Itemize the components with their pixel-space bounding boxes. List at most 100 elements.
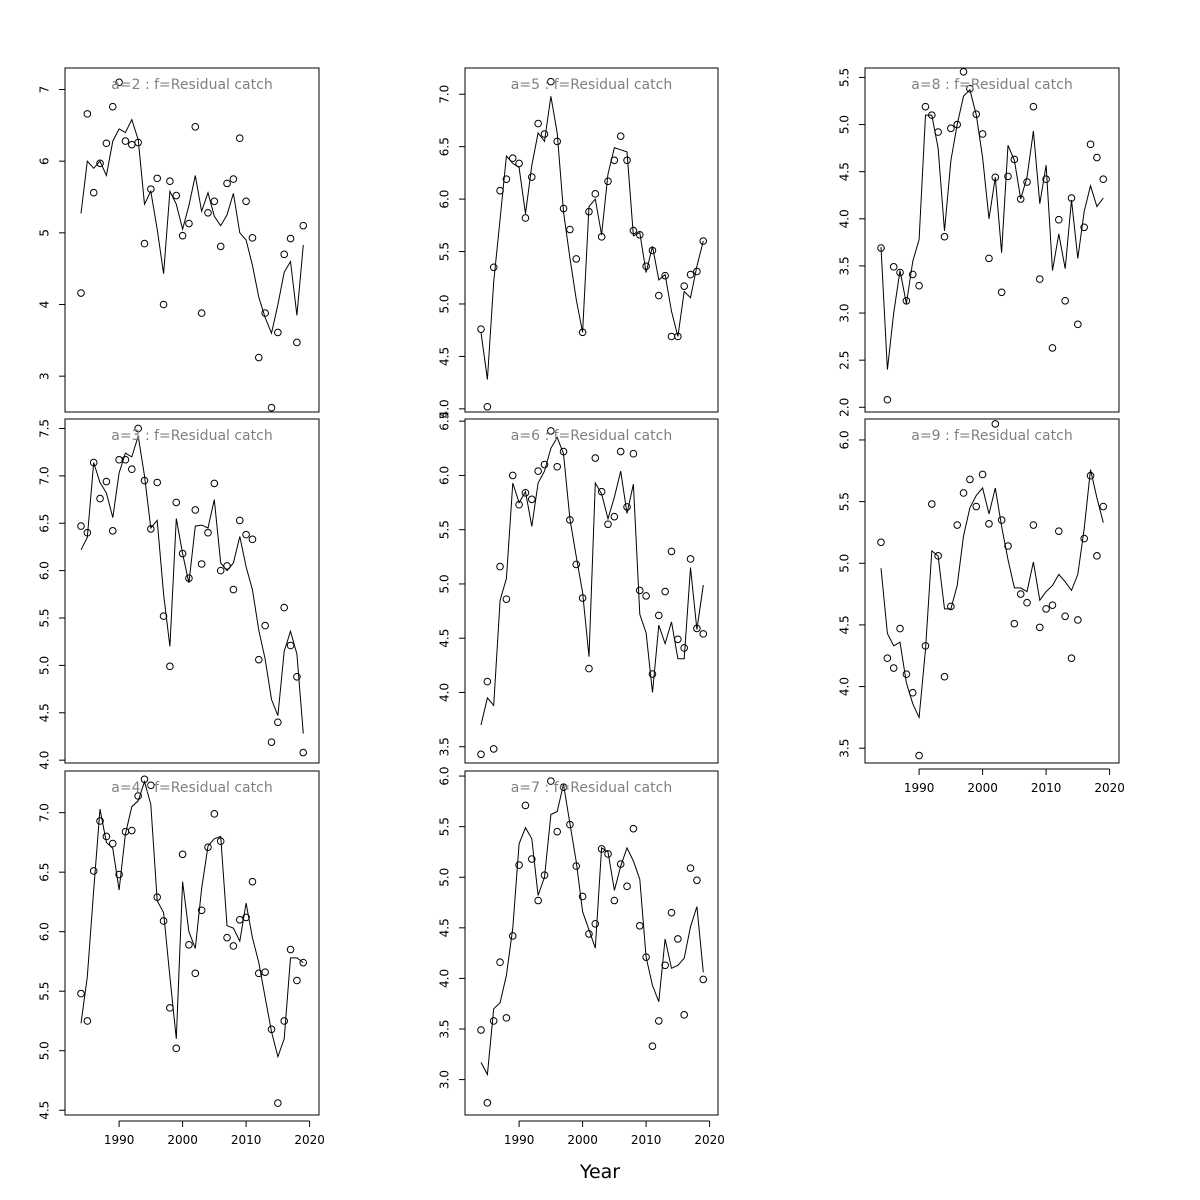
- data-point: [591, 454, 600, 462]
- data-point: [959, 489, 968, 497]
- data-point: [559, 783, 568, 791]
- data-point: [674, 635, 682, 644]
- data-point: [940, 672, 949, 681]
- data-point: [235, 915, 244, 924]
- data-point: [1004, 172, 1012, 181]
- data-point: [1086, 140, 1095, 149]
- data-point: [96, 817, 104, 825]
- data-point: [489, 745, 498, 753]
- fitted-line: [80, 779, 304, 1059]
- data-point: [274, 328, 282, 337]
- data-point: [896, 624, 904, 633]
- data-point: [896, 268, 904, 277]
- data-point: [648, 1042, 657, 1050]
- data-point: [1055, 215, 1063, 224]
- data-point: [223, 179, 231, 188]
- x-tick-label: 2020: [1094, 781, 1125, 795]
- data-point: [1029, 102, 1038, 111]
- data-point: [585, 664, 593, 673]
- data-point: [1080, 534, 1088, 543]
- data-point: [1099, 502, 1108, 511]
- data-point: [1016, 195, 1025, 203]
- data-point: [591, 190, 600, 198]
- data-point: [147, 781, 155, 790]
- y-tick-label: 6.0: [38, 561, 52, 580]
- x-tick-label: 2000: [167, 1133, 198, 1147]
- fitted-line: [880, 88, 1104, 370]
- data-point: [502, 595, 511, 603]
- y-tick-label: 3.0: [438, 1070, 452, 1089]
- data-point: [883, 654, 892, 662]
- data-point: [502, 175, 511, 183]
- data-point: [667, 547, 676, 556]
- data-point: [261, 968, 269, 976]
- data-point: [1093, 552, 1101, 560]
- data-point: [299, 221, 308, 230]
- panel-3: 4.5 5.0 5.5 6.0 6.5 7.0 1990 2000 2010 2020 a=4 : …: [38, 770, 325, 1147]
- data-point: [591, 919, 600, 928]
- y-tick-label: 5: [38, 229, 52, 237]
- y-tick-label: 3: [38, 372, 52, 380]
- data-point: [1080, 223, 1088, 232]
- panel-title: a=2 : f=Residual catch: [111, 77, 272, 93]
- data-point: [1074, 616, 1082, 624]
- data-point: [883, 395, 892, 404]
- data-point: [1061, 612, 1069, 621]
- y-tick-label: 4.5: [838, 162, 852, 181]
- data-point: [477, 325, 485, 333]
- data-point: [96, 159, 104, 168]
- x-tick-label: 2020: [294, 1133, 325, 1147]
- panel-title: a=8 : f=Residual catch: [911, 77, 1072, 93]
- data-point: [604, 850, 612, 858]
- data-point: [83, 1017, 92, 1025]
- data-point: [1042, 605, 1050, 613]
- data-point: [178, 850, 187, 859]
- data-point: [578, 892, 587, 901]
- data-point: [204, 208, 212, 217]
- data-point: [604, 520, 612, 529]
- data-point: [229, 585, 238, 594]
- data-point: [248, 234, 257, 242]
- panel-title: a=3 : f=Residual catch: [111, 428, 272, 444]
- data-point: [293, 976, 301, 985]
- data-point: [172, 191, 181, 200]
- data-point: [477, 1026, 485, 1034]
- y-tick-label: 5.0: [838, 115, 852, 134]
- y-tick-label: 4.5: [438, 347, 452, 366]
- data-point: [128, 465, 136, 474]
- y-tick-label: 6.0: [838, 430, 852, 449]
- data-point: [966, 84, 974, 93]
- data-point: [178, 231, 187, 240]
- data-point: [1029, 521, 1038, 529]
- data-point: [655, 1017, 663, 1025]
- y-tick-label: 6.5: [38, 863, 52, 882]
- data-point: [534, 467, 542, 475]
- data-point: [699, 630, 708, 638]
- data-point: [635, 586, 644, 595]
- data-point: [1048, 601, 1057, 609]
- data-point: [1035, 623, 1044, 632]
- panel-title: a=9 : f=Residual catch: [911, 428, 1072, 444]
- x-axis-label: Year: [579, 1161, 620, 1183]
- y-tick-label: 4: [38, 301, 52, 309]
- panel-6: 3.0 3.5 4.0 4.5 5.0 5.5 6.0 1990 2000 2010 2020 a=7…: [438, 767, 725, 1147]
- x-tick-label: 2010: [1031, 781, 1062, 795]
- data-point: [680, 1011, 689, 1019]
- data-point: [280, 1017, 289, 1025]
- data-point: [83, 110, 92, 118]
- data-point: [1093, 153, 1101, 162]
- data-point: [521, 488, 530, 497]
- data-point: [159, 917, 168, 925]
- data-point: [928, 500, 936, 508]
- data-point: [908, 270, 917, 279]
- data-point: [1023, 598, 1031, 607]
- y-tick-label: 6.0: [438, 767, 452, 786]
- plot-frame: [464, 770, 719, 1116]
- data-point: [96, 494, 104, 503]
- panel-8: 3.5 4.0 4.5 5.0 5.5 6.0 1990 2000 2010 2020 a=9 : …: [838, 418, 1125, 795]
- y-tick-label: 4.5: [838, 615, 852, 634]
- y-tick-label: 6.0: [438, 190, 452, 209]
- panel-7: 2.0 2.5 3.0 3.5 4.0 4.5 5.0 5.5 a=8 : f=Residual…: [838, 67, 1120, 417]
- data-point: [661, 271, 669, 280]
- y-tick-label: 5.0: [438, 574, 452, 593]
